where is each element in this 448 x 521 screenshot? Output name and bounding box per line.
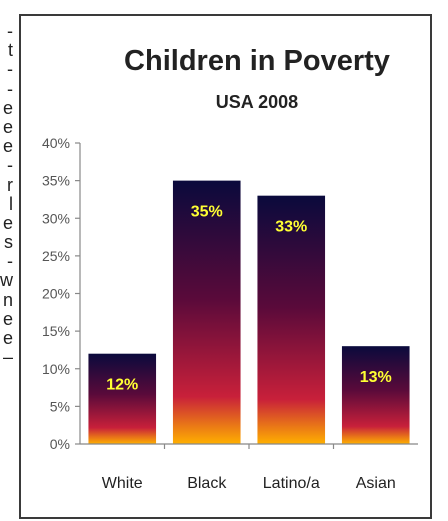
y-tick-label: 20%	[42, 286, 70, 302]
x-tick-label: Asian	[356, 475, 396, 492]
side-text-fragment: l	[9, 193, 13, 214]
y-tick-label: 10%	[42, 361, 70, 377]
x-tick-label: Latino/a	[263, 475, 320, 492]
side-text-fragment: –	[2, 347, 13, 368]
bars: 12% 35% 33% 13%	[88, 180, 410, 444]
side-text-fragment: w	[0, 270, 13, 291]
x-axis: White Black Latino/a Asian	[80, 443, 418, 492]
y-tick-label: 40%	[42, 135, 70, 151]
data-label: 12%	[106, 377, 138, 394]
y-axis: 0% 5% 10% 15% 20% 25% 30% 35% 40%	[42, 135, 81, 452]
y-tick-label: 25%	[42, 248, 70, 264]
side-text-fragment: -	[7, 78, 13, 99]
y-tick-label: 0%	[50, 436, 70, 452]
side-text-fragment: e	[2, 136, 13, 157]
y-tick-label: 30%	[42, 210, 70, 226]
side-text-fragment: e	[2, 328, 13, 348]
bar-asian	[341, 346, 410, 444]
side-text-fragment: r	[7, 174, 13, 195]
y-tick-label: 5%	[50, 398, 70, 414]
side-text-fragment: -	[7, 21, 13, 41]
bar-latino-a	[257, 195, 326, 444]
x-tick-label: White	[102, 475, 143, 492]
y-tick-label: 35%	[42, 173, 70, 189]
side-text-fragment: s	[4, 232, 13, 253]
bar-white	[88, 353, 157, 444]
side-text-fragment: -	[7, 155, 13, 176]
side-text-fragment: e	[2, 212, 13, 233]
side-text-fragment: -	[7, 59, 13, 80]
cropped-side-text: - t - - e e e - r l e s - w n e e –	[0, 21, 13, 368]
side-text-fragment: e	[2, 308, 13, 329]
chart-title: Children in Poverty	[124, 45, 390, 77]
side-text-fragment: -	[7, 251, 13, 272]
data-label: 33%	[275, 219, 307, 236]
y-tick-label: 15%	[42, 323, 70, 339]
bar-black	[172, 180, 241, 444]
side-text-fragment: t	[7, 40, 13, 61]
side-text-fragment: e	[2, 116, 13, 137]
x-tick-label: Black	[187, 475, 227, 492]
data-label: 35%	[191, 204, 223, 221]
side-text-fragment: n	[2, 289, 13, 310]
side-text-fragment: e	[2, 97, 13, 118]
data-label: 13%	[360, 369, 392, 386]
chart-subtitle: USA 2008	[216, 92, 298, 112]
